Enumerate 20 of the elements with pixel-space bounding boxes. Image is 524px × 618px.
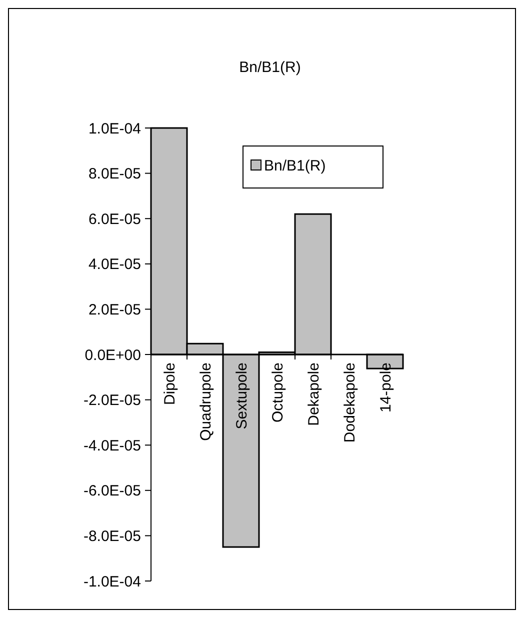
x-tick-label: Quadrupole [197,362,214,441]
x-tick-label: 14-pole [377,362,394,413]
chart-title: Bn/B1(R) [239,59,301,76]
x-tick-label: Dekapole [305,362,322,426]
y-tick-label: 8.0E-05 [88,166,141,183]
y-tick-label: 2.0E-05 [88,301,141,318]
y-tick-label: -8.0E-05 [83,528,141,545]
x-tick-label: Sextupole [233,362,250,430]
y-tick-label: -6.0E-05 [83,482,141,500]
y-tick-label: -4.0E-05 [83,437,141,454]
x-tick-label: Dipole [161,362,178,406]
x-tick-label: Dodekapole [341,362,358,443]
y-tick-label: 0.0E+00 [84,346,141,364]
y-tick-label: 4.0E-05 [88,256,141,274]
y-tick-label: 1.0E-04 [88,120,141,138]
x-tick-label: Octupole [269,362,286,423]
legend-label: Bn/B1(R) [264,157,326,174]
y-tick-label: 6.0E-05 [88,210,141,228]
y-tick-label: -1.0E-04 [83,573,141,590]
y-tick-label: -2.0E-05 [83,392,141,410]
